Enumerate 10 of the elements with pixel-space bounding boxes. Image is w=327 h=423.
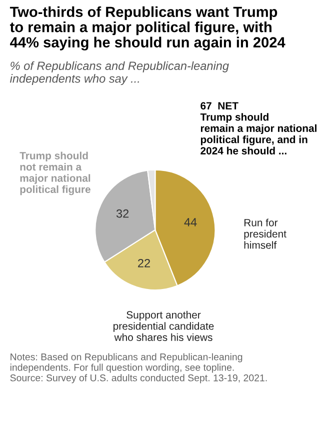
chart-title: Two-thirds of Republicans want Trump to remain a major political figure, with 44% saying he should run again in 2024 bbox=[10, 6, 286, 50]
data-label: 44 bbox=[184, 218, 197, 226]
slice-label: Support another presidential candidate who shares his views bbox=[114, 310, 214, 341]
data-label: 22 bbox=[138, 258, 150, 268]
text: 67 NET Trump should remain a major national political figure, and in 2024 he should ... bbox=[200, 102, 316, 154]
data-label: 32 bbox=[116, 209, 129, 218]
chart-subtitle: % of Republicans and Republican-leaning independents who say ... bbox=[10, 61, 229, 86]
slice-label: Trump should not remain a major national political figure bbox=[20, 152, 90, 196]
slice-label: Run for president himself bbox=[244, 218, 286, 249]
text: Notes: Based on Republicans and Republican-leaning independents. For full question wording, see topline. Source: Survey of U.S. adults conducted Sept. 13-19, 2021. bbox=[10, 353, 267, 384]
